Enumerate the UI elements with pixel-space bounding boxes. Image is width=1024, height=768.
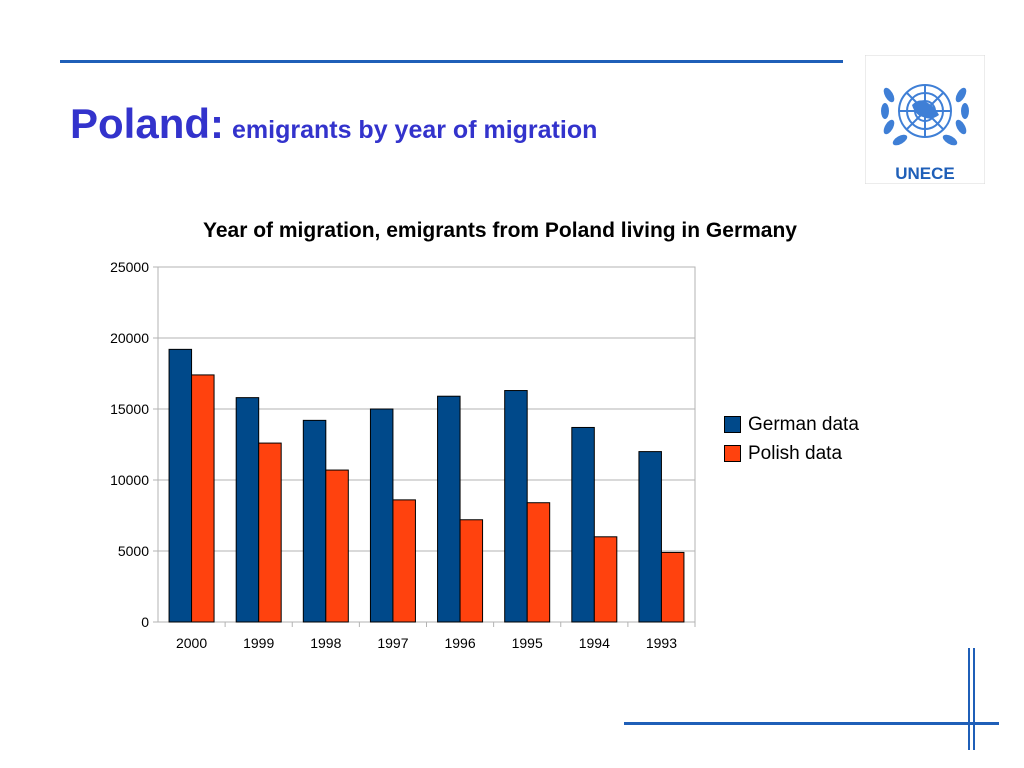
x-tick-label: 1997	[377, 635, 408, 651]
y-tick-label: 0	[141, 614, 149, 630]
bar-polish-data	[191, 374, 215, 623]
x-tick-label: 1999	[243, 635, 274, 651]
y-tick-label: 15000	[110, 401, 149, 417]
y-tick-label: 20000	[110, 330, 149, 346]
legend-item: Polish data	[724, 439, 859, 468]
x-tick-label: 1993	[646, 635, 677, 651]
x-tick-label: 1998	[310, 635, 341, 651]
x-tick-label: 1995	[512, 635, 543, 651]
bar-german-data	[235, 397, 260, 623]
bar-german-data	[369, 408, 394, 623]
y-tick-label: 5000	[118, 543, 149, 559]
bar-polish-data	[593, 536, 618, 623]
x-tick-label: 2000	[176, 635, 207, 651]
slide-title: Poland: emigrants by year of migration	[70, 100, 597, 148]
chart-title: Year of migration, emigrants from Poland…	[203, 219, 797, 242]
bar-polish-data	[325, 469, 349, 623]
bar-polish-data	[392, 499, 416, 623]
legend-swatch	[724, 445, 741, 462]
corner-rule-horizontal	[624, 722, 999, 725]
slide-subtitle: emigrants by year of migration	[232, 116, 598, 144]
unece-logo: UNECE	[865, 55, 985, 184]
bar-german-data	[571, 426, 595, 623]
y-tick-label: 10000	[110, 472, 149, 488]
legend-item: German data	[724, 410, 859, 439]
x-tick-label: 1996	[444, 635, 475, 651]
bar-polish-data	[526, 502, 551, 623]
slide-title-main: Poland:	[70, 100, 224, 147]
bar-german-data	[504, 390, 528, 623]
legend-label: German data	[748, 413, 859, 435]
legend-swatch	[724, 416, 741, 433]
corner-rule-vertical-1	[968, 648, 970, 750]
logo-text: UNECE	[895, 164, 955, 183]
bar-german-data	[437, 395, 461, 623]
legend-label: Polish data	[748, 442, 843, 464]
chart-legend: German data Polish data	[724, 410, 859, 468]
bar-german-data	[638, 451, 662, 623]
x-tick-label: 1994	[579, 635, 610, 651]
corner-rule-vertical-2	[973, 648, 975, 750]
bar-polish-data	[459, 519, 484, 623]
top-rule	[60, 60, 843, 63]
bar-german-data	[302, 419, 327, 623]
y-tick-label: 25000	[110, 259, 149, 275]
bar-polish-data	[660, 551, 685, 623]
bar-polish-data	[258, 442, 282, 623]
bar-german-data	[168, 348, 193, 623]
